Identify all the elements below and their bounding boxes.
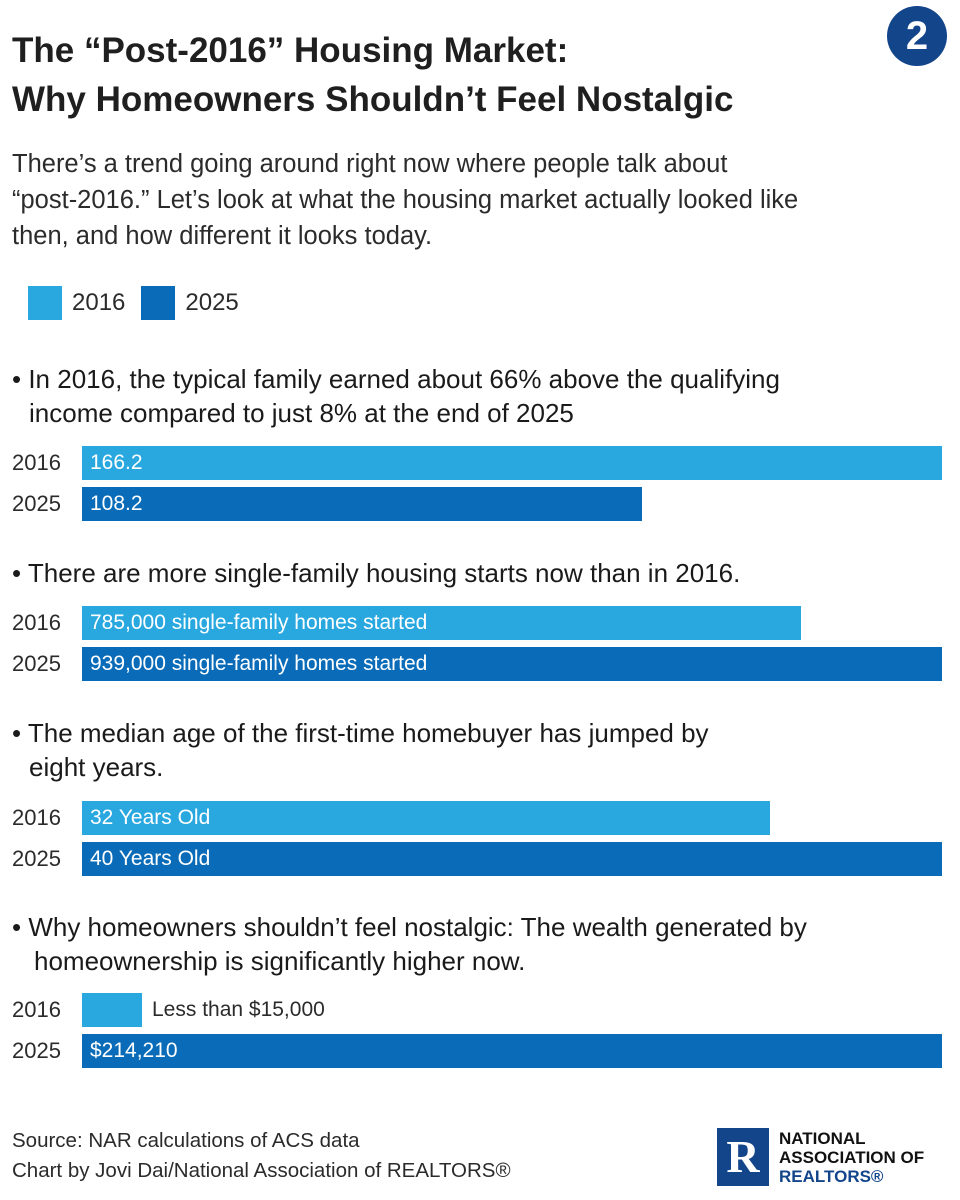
section-4-category-2016: 2016 <box>12 997 61 1022</box>
subtitle-line-3: then, and how different it looks today. <box>12 222 433 250</box>
section-4-category-2025: 2025 <box>12 1038 61 1063</box>
section-2-bar-2025 <box>82 647 942 681</box>
logo-line-3: REALTORS® <box>779 1166 884 1186</box>
section-1-category-2025: 2025 <box>12 491 61 516</box>
section-3-category-2025: 2025 <box>12 846 61 871</box>
section-3-bar-2025 <box>82 842 942 876</box>
logo-line-1: NATIONAL <box>779 1128 866 1148</box>
section-4-heading-line-2: homeownership is significantly higher no… <box>34 946 526 976</box>
section-3-heading-line-2: eight years. <box>29 752 164 782</box>
section-1-bar-2025 <box>82 487 642 521</box>
legend-item-2025: 2025 <box>141 286 239 320</box>
legend-label-2016: 2016 <box>72 289 126 316</box>
page-number-badge: 2 <box>887 6 947 66</box>
section-2-category-2025: 2025 <box>12 651 61 676</box>
legend-swatch-2025 <box>141 286 176 320</box>
source-note: Source: NAR calculations of ACS data <box>12 1129 360 1152</box>
legend-item-2016: 2016 <box>28 286 125 320</box>
section-2-bar-2016 <box>82 606 801 640</box>
section-2-heading: • There are more single-family housing s… <box>12 556 740 590</box>
subtitle-line-1: There’s a trend going around right now w… <box>12 150 728 178</box>
section-1-heading-line-1: • In 2016, the typical family earned abo… <box>12 364 780 394</box>
title-line-2: Why Homeowners Shouldn’t Feel Nostalgic <box>12 80 734 119</box>
subtitle: There’s a trend going around right now w… <box>12 146 952 254</box>
section-3-bar-label-2025: 40 Years Old <box>90 847 211 870</box>
section-3-heading-line-1: • The median age of the first-time homeb… <box>12 718 709 748</box>
chart-legend: 2016 2025 <box>28 286 255 320</box>
section-4-heading: • Why homeowners shouldn’t feel nostalgi… <box>12 910 807 978</box>
section-2-bar-label-2016: 785,000 single-family homes started <box>90 611 428 634</box>
section-3-bar-label-2016: 32 Years Old <box>90 806 211 829</box>
logo-mark-letter: R <box>726 1131 760 1182</box>
section-3-bar-2016 <box>82 801 770 835</box>
logo-wordmark: NATIONAL ASSOCIATION OF REALTORS® <box>779 1129 924 1186</box>
footer: Source: NAR calculations of ACS data Cha… <box>12 1126 511 1186</box>
section-2-heading-line-1: • There are more single-family housing s… <box>12 558 741 588</box>
section-3-category-2016: 2016 <box>12 805 61 830</box>
section-1-bar-2016 <box>82 446 942 480</box>
section-1-heading-line-2: income compared to just 8% at the end of… <box>29 398 574 428</box>
section-4-bar-label-2025: $214,210 <box>90 1039 178 1062</box>
section-4-heading-line-1: • Why homeowners shouldn’t feel nostalgi… <box>12 912 807 942</box>
legend-label-2025: 2025 <box>185 289 239 316</box>
section-1-category-2016: 2016 <box>12 450 61 475</box>
section-2-category-2016: 2016 <box>12 610 61 635</box>
section-1-bar-label-2025: 108.2 <box>90 492 143 515</box>
logo-line-2: ASSOCIATION OF <box>779 1147 925 1167</box>
section-4-bar-2016 <box>82 993 142 1027</box>
nar-logo: R NATIONAL ASSOCIATION OF REALTORS® <box>717 1128 924 1186</box>
realtor-r-icon: R <box>717 1128 769 1186</box>
section-4-bar-2025 <box>82 1034 942 1068</box>
legend-swatch-2016 <box>28 286 62 320</box>
section-3-heading: • The median age of the first-time homeb… <box>12 716 709 784</box>
section-2-bar-label-2025: 939,000 single-family homes started <box>90 652 428 675</box>
title-line-1: The “Post-2016” Housing Market: <box>12 31 569 70</box>
section-1-bar-label-2016: 166.2 <box>90 451 143 474</box>
section-1-heading: • In 2016, the typical family earned abo… <box>12 362 780 430</box>
page-title: The “Post-2016” Housing Market: Why Home… <box>12 26 892 124</box>
subtitle-line-2: “post-2016.” Let’s look at what the hous… <box>12 186 799 214</box>
credit-note: Chart by Jovi Dai/National Association o… <box>12 1159 511 1182</box>
section-4-bar-label-2016: Less than $15,000 <box>152 998 325 1021</box>
